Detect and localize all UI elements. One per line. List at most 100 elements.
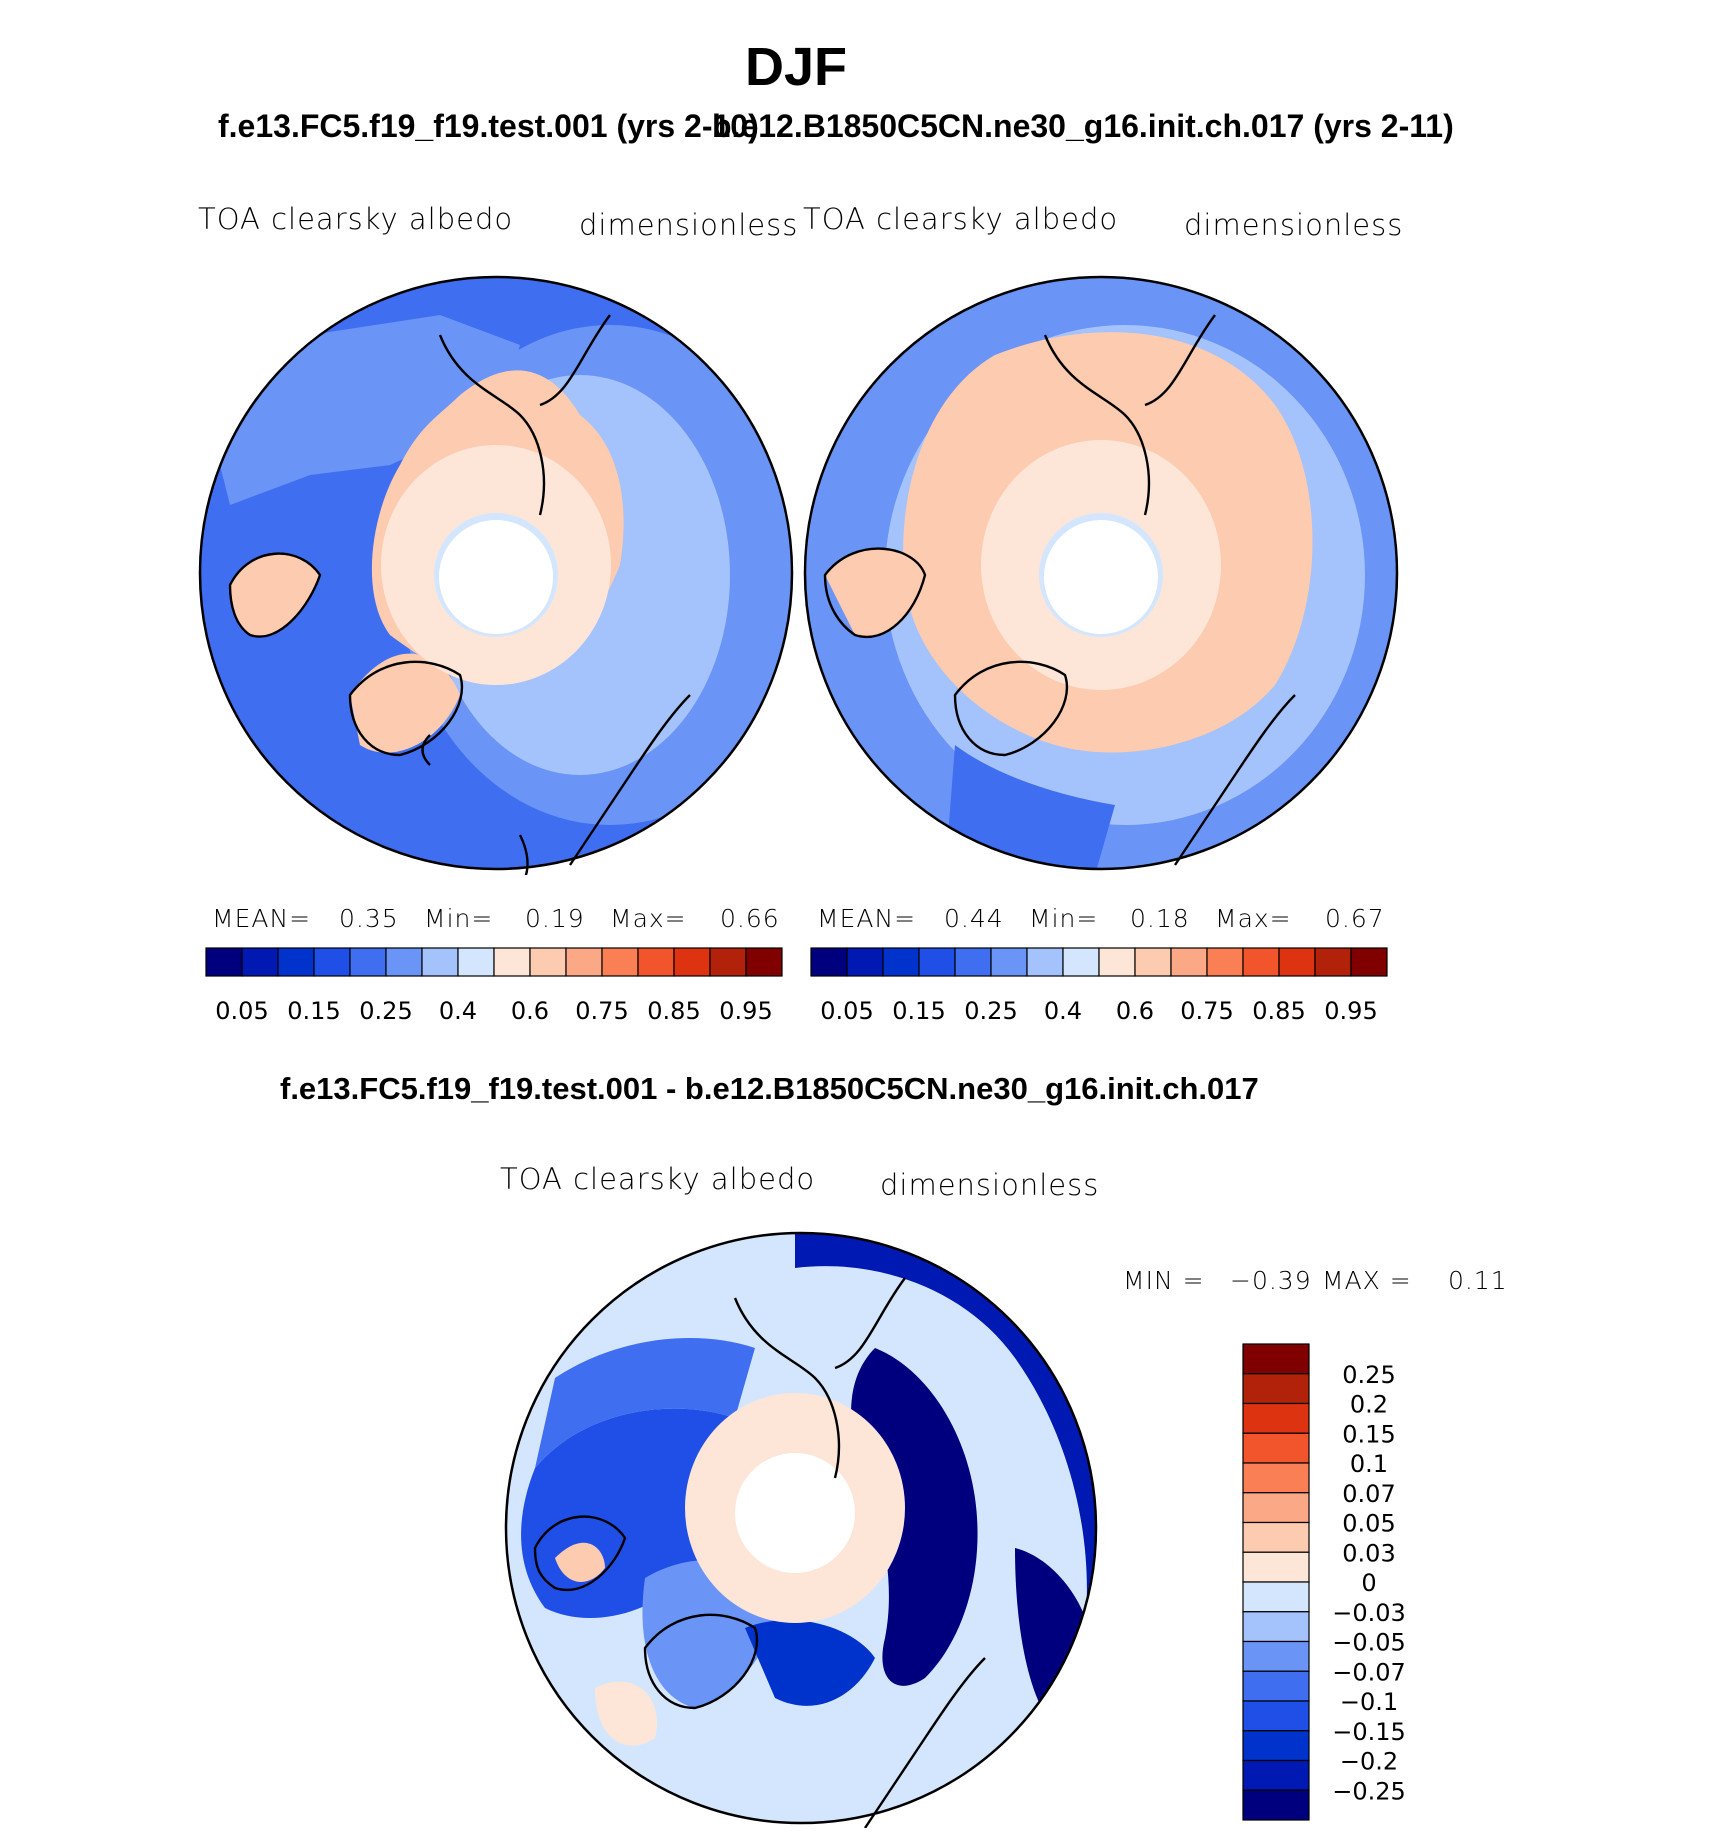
- colorbar-right-swatch: [954, 947, 992, 977]
- colorbar-left-swatch: [745, 947, 783, 977]
- colorbar-left-swatch: [241, 947, 279, 977]
- colorbar-right-swatch: [1314, 947, 1352, 977]
- colorbar-diff-tick-label: −0.1: [1340, 1688, 1398, 1716]
- colorbar-left-swatch: [565, 947, 603, 977]
- colorbar-left-tick-label: 0.25: [359, 997, 412, 1025]
- colorbar-diff-tick-label: −0.03: [1332, 1599, 1406, 1627]
- colorbar-diff-swatch: [1242, 1551, 1310, 1583]
- stats-max-label-left: Max=: [610, 904, 687, 933]
- colorbar-right-swatch: [918, 947, 956, 977]
- colorbar-left-tick-label: 0.75: [575, 997, 628, 1025]
- stats-max-right: 0.67: [1325, 904, 1385, 933]
- stats-mean-right: 0.44: [944, 904, 1004, 933]
- colorbar-right-tick-label: 0.4: [1044, 997, 1082, 1025]
- colorbar-diff-swatch: [1242, 1789, 1310, 1821]
- stats-min-label-left: Min=: [424, 904, 494, 933]
- diff-max-label: MAX =: [1322, 1266, 1412, 1295]
- colorbar-diff-tick-label: −0.2: [1340, 1748, 1398, 1776]
- diff-min-value: −0.39: [1230, 1266, 1312, 1295]
- colorbar-diff-swatch: [1242, 1343, 1310, 1375]
- stats-mean-label-right: MEAN=: [817, 904, 917, 933]
- colorbar-left-swatch: [673, 947, 711, 977]
- stats-max-left: 0.66: [720, 904, 780, 933]
- colorbar-left-swatch: [493, 947, 531, 977]
- colorbar-diff-swatch: [1242, 1730, 1310, 1762]
- colorbar-left-swatch: [601, 947, 639, 977]
- colorbar-left-tick-label: 0.85: [647, 997, 700, 1025]
- colorbar-right-swatch: [1242, 947, 1280, 977]
- colorbar-diff: 0.250.20.150.10.070.050.030−0.03−0.05−0.…: [1242, 1343, 1406, 1821]
- colorbar-right-tick-label: 0.85: [1252, 997, 1305, 1025]
- diff-min-label: MIN =: [1123, 1266, 1205, 1295]
- colorbar-left-tick-label: 0.05: [215, 997, 268, 1025]
- colorbar-diff-tick-label: 0.25: [1342, 1361, 1395, 1389]
- colorbar-left-tick-label: 0.6: [511, 997, 549, 1025]
- variable-label-left: TOA clearsky albedo: [198, 202, 514, 236]
- stats-min-right: 0.18: [1130, 904, 1190, 933]
- colorbar-right-swatch: [1350, 947, 1388, 977]
- page-title: DJF: [745, 37, 848, 97]
- colorbar-diff-swatch: [1242, 1611, 1310, 1643]
- colorbar-diff-swatch: [1242, 1759, 1310, 1791]
- colorbar-diff-tick-label: −0.15: [1332, 1718, 1406, 1746]
- stats-mean-left: 0.35: [339, 904, 399, 933]
- colorbar-right-tick-label: 0.05: [820, 997, 873, 1025]
- colorbar-right-swatch: [846, 947, 884, 977]
- colorbar-left-swatch: [313, 947, 351, 977]
- colorbar-diff-tick-label: 0.05: [1342, 1510, 1395, 1538]
- units-label-right: dimensionless: [1184, 208, 1404, 242]
- case-title-right: b.e12.B1850C5CN.ne30_g16.init.ch.017 (yr…: [712, 108, 1454, 144]
- colorbar-right-swatch: [1098, 947, 1136, 977]
- case-title-left: f.e13.FC5.f19_f19.test.001 (yrs 2-10): [218, 108, 759, 144]
- colorbar-diff-swatch: [1242, 1462, 1310, 1494]
- colorbar-diff-swatch: [1242, 1640, 1310, 1672]
- colorbar-left: 0.05 0.15 0.25 0.4 0.6 0.75 0.85 0.95: [205, 947, 783, 1025]
- colorbar-diff-swatch: [1242, 1521, 1310, 1553]
- colorbar-right-tick-label: 0.6: [1116, 997, 1154, 1025]
- map-diff: [504, 1231, 1098, 1828]
- colorbar-right-swatch: [1170, 947, 1208, 977]
- colorbar-diff-tick-label: 0.2: [1350, 1391, 1388, 1419]
- colorbar-diff-tick-label: 0.07: [1342, 1480, 1395, 1508]
- colorbar-left-swatch: [529, 947, 567, 977]
- colorbar-left-swatch: [637, 947, 675, 977]
- colorbar-right-tick-label: 0.95: [1324, 997, 1377, 1025]
- colorbar-diff-swatch: [1242, 1581, 1310, 1613]
- colorbar-diff-swatch: [1242, 1432, 1310, 1464]
- colorbar-left-swatch: [457, 947, 495, 977]
- colorbar-diff-swatch: [1242, 1402, 1310, 1434]
- colorbar-right-swatch: [1134, 947, 1172, 977]
- colorbar-left-swatch: [277, 947, 315, 977]
- colorbar-right-tick-label: 0.25: [964, 997, 1017, 1025]
- colorbar-left-swatch: [385, 947, 423, 977]
- colorbar-diff-swatch: [1242, 1670, 1310, 1702]
- colorbar-left-swatch: [709, 947, 747, 977]
- colorbar-right-tick-label: 0.15: [892, 997, 945, 1025]
- stats-max-label-right: Max=: [1215, 904, 1292, 933]
- colorbar-diff-swatch: [1242, 1700, 1310, 1732]
- diff-max-value: 0.11: [1448, 1266, 1508, 1295]
- colorbar-right-swatch: [990, 947, 1028, 977]
- diff-variable-label: TOA clearsky albedo: [500, 1162, 816, 1196]
- colorbar-diff-swatch: [1242, 1373, 1310, 1405]
- stats-min-label-right: Min=: [1029, 904, 1099, 933]
- colorbar-right-swatch: [882, 947, 920, 977]
- colorbar-left-swatch: [421, 947, 459, 977]
- diff-title: f.e13.FC5.f19_f19.test.001 - b.e12.B1850…: [280, 1071, 1259, 1106]
- stats-min-left: 0.19: [525, 904, 585, 933]
- colorbar-right-swatch: [1206, 947, 1244, 977]
- colorbar-diff-swatch: [1242, 1492, 1310, 1524]
- colorbar-right-swatch: [1062, 947, 1100, 977]
- colorbar-diff-tick-label: 0.1: [1350, 1450, 1388, 1478]
- colorbar-left-tick-label: 0.15: [287, 997, 340, 1025]
- map-left: [198, 275, 794, 875]
- colorbar-diff-tick-label: 0.03: [1342, 1539, 1395, 1567]
- colorbar-diff-tick-label: 0: [1361, 1569, 1376, 1597]
- colorbar-diff-tick-label: −0.07: [1332, 1658, 1406, 1686]
- colorbar-diff-tick-label: −0.05: [1332, 1629, 1406, 1657]
- colorbar-right-swatch: [1278, 947, 1316, 977]
- colorbar-right-swatch: [1026, 947, 1064, 977]
- colorbar-right: 0.05 0.15 0.25 0.4 0.6 0.75 0.85 0.95: [810, 947, 1388, 1025]
- units-label-left: dimensionless: [579, 208, 799, 242]
- colorbar-diff-tick-label: −0.25: [1332, 1777, 1406, 1805]
